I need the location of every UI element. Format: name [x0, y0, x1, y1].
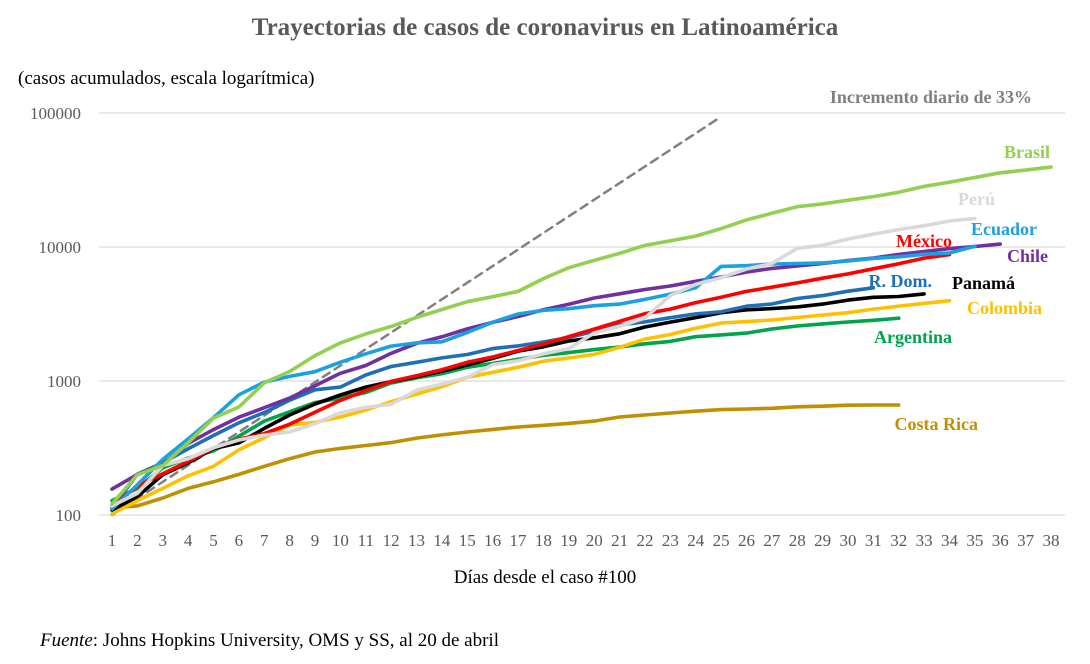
x-tick-label-36: 36 — [992, 531, 1009, 550]
series-line-r-dom — [110, 285, 876, 511]
series-label-colombia: Colombia — [967, 298, 1042, 318]
series-line-méxico — [110, 252, 952, 508]
x-tick-label-24: 24 — [687, 531, 705, 550]
series-label-argentina: Argentina — [874, 327, 952, 347]
x-tick-label-16: 16 — [484, 531, 501, 550]
x-tick-label-19: 19 — [560, 531, 577, 550]
x-tick-label-38: 38 — [1043, 531, 1060, 550]
x-tick-label-7: 7 — [260, 531, 269, 550]
series-line-brasil — [110, 165, 1053, 506]
series-line-chile — [110, 242, 1003, 491]
series-label-r-dom: R. Dom. — [869, 271, 933, 291]
x-tick-label-35: 35 — [966, 531, 983, 550]
x-tick-label-25: 25 — [713, 531, 730, 550]
x-tick-label-34: 34 — [941, 531, 959, 550]
y-tick-label-100: 100 — [56, 506, 82, 525]
x-tick-label-21: 21 — [611, 531, 628, 550]
series-label-méxico: México — [896, 231, 952, 251]
x-tick-label-12: 12 — [383, 531, 400, 550]
x-tick-label-8: 8 — [285, 531, 294, 550]
x-tick-label-20: 20 — [586, 531, 603, 550]
x-tick-label-37: 37 — [1017, 531, 1035, 550]
source-label: Fuente — [40, 630, 93, 651]
source-note: Fuente: Johns Hopkins University, OMS y … — [40, 630, 499, 652]
series-label-panamá: Panamá — [952, 273, 1015, 293]
series-line-ecuador — [110, 244, 977, 511]
series-label-chile: Chile — [1007, 246, 1048, 266]
x-tick-label-3: 3 — [159, 531, 168, 550]
series-label-costa-rica: Costa Rica — [895, 414, 979, 434]
x-tick-label-22: 22 — [636, 531, 653, 550]
series-line-colombia — [110, 298, 952, 516]
x-tick-label-14: 14 — [433, 531, 451, 550]
y-tick-label-100000: 100000 — [30, 104, 81, 123]
chart-subtitle: (casos acumulados, escala logarítmica) — [18, 68, 315, 89]
x-tick-label-1: 1 — [108, 531, 117, 550]
x-tick-label-5: 5 — [209, 531, 218, 550]
x-tick-label-11: 11 — [358, 531, 374, 550]
y-tick-label-10000: 10000 — [39, 238, 82, 257]
x-tick-label-31: 31 — [865, 531, 882, 550]
series-line-perú — [110, 216, 977, 508]
series-label-incremento-diario-de-33: Incremento diario de 33% — [830, 87, 1032, 107]
x-tick-label-2: 2 — [133, 531, 142, 550]
series-label-ecuador: Ecuador — [971, 219, 1037, 239]
x-tick-label-4: 4 — [184, 531, 193, 550]
series-label-perú: Perú — [958, 189, 995, 209]
x-tick-label-27: 27 — [763, 531, 781, 550]
y-tick-label-1000: 1000 — [47, 372, 81, 391]
x-tick-label-30: 30 — [839, 531, 856, 550]
x-tick-label-9: 9 — [311, 531, 320, 550]
x-tick-label-23: 23 — [662, 531, 679, 550]
x-tick-label-26: 26 — [738, 531, 755, 550]
x-tick-label-33: 33 — [916, 531, 933, 550]
series-line-costa-rica — [110, 403, 901, 510]
x-tick-label-10: 10 — [332, 531, 349, 550]
series-label-brasil: Brasil — [1004, 142, 1050, 162]
x-tick-label-32: 32 — [890, 531, 907, 550]
x-tick-label-28: 28 — [789, 531, 806, 550]
x-tick-label-6: 6 — [235, 531, 244, 550]
x-tick-label-17: 17 — [510, 531, 528, 550]
x-tick-label-13: 13 — [408, 531, 425, 550]
source-text: : Johns Hopkins University, OMS y SS, al… — [92, 630, 499, 651]
x-tick-label-18: 18 — [535, 531, 552, 550]
x-axis-label: Días desde el caso #100 — [453, 567, 637, 588]
x-tick-label-15: 15 — [459, 531, 476, 550]
x-tick-label-29: 29 — [814, 531, 831, 550]
chart-title: Trayectorias de casos de coronavirus en … — [251, 14, 839, 41]
